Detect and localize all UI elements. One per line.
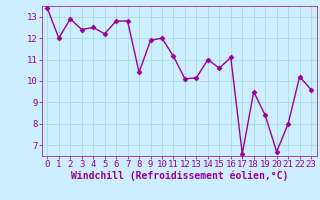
X-axis label: Windchill (Refroidissement éolien,°C): Windchill (Refroidissement éolien,°C) (70, 171, 288, 181)
